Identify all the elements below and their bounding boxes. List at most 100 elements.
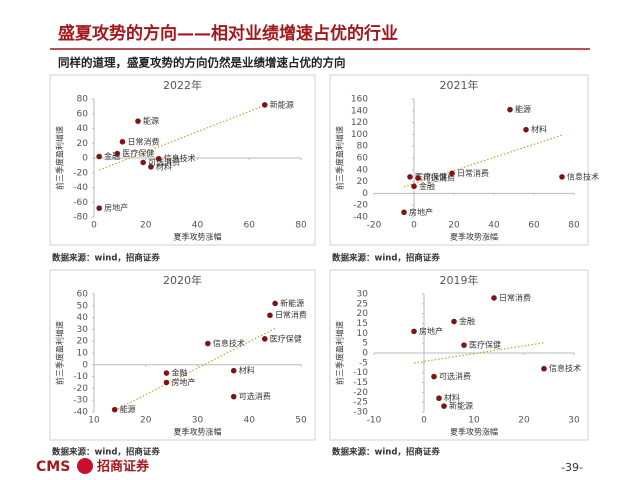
- x-tick-label: -20: [367, 221, 382, 231]
- y-tick-label: 0: [362, 349, 368, 359]
- x-tick-label: 80: [568, 221, 580, 231]
- y-tick-label: 10: [357, 329, 369, 339]
- x-axis-label: 夏季攻势涨幅: [450, 427, 498, 437]
- x-tick-label: 0: [411, 221, 417, 231]
- point-label: 可选消费: [148, 157, 180, 167]
- chart-title: 2022年: [163, 78, 202, 92]
- point: [411, 328, 417, 335]
- y-tick-label: -40: [73, 408, 88, 418]
- y-tick-label: 140: [351, 106, 368, 116]
- point-label: 信息技术: [549, 363, 581, 373]
- y-axis-label: 前三季度盈利增速: [55, 321, 65, 385]
- point: [451, 318, 457, 325]
- point-label: 医疗保健: [270, 333, 302, 343]
- point-label: 材料: [239, 365, 255, 375]
- y-tick-label: -80: [73, 213, 88, 223]
- x-tick-label: 0: [91, 221, 97, 231]
- point: [205, 340, 211, 347]
- x-tick-label: 20: [448, 221, 460, 231]
- point-label: 信息技术: [213, 338, 245, 348]
- point: [436, 395, 442, 402]
- point-label: 新能源: [280, 298, 304, 308]
- point-label: 金融: [419, 181, 435, 191]
- point: [96, 153, 102, 160]
- y-tick-label: -20: [73, 168, 88, 178]
- point-label: 房地产: [409, 207, 433, 217]
- y-tick-label: -25: [353, 398, 368, 408]
- point-label: 能源: [515, 104, 531, 114]
- source-note: 数据来源：wind，招商证券: [332, 447, 440, 458]
- point-label: 可选消费: [439, 371, 471, 381]
- y-tick-label: 20: [357, 309, 369, 319]
- point-label: 房地产: [171, 377, 195, 387]
- x-tick-label: 50: [295, 416, 307, 426]
- point: [461, 342, 467, 348]
- y-tick-label: 80: [357, 142, 369, 152]
- x-tick-label: 30: [192, 416, 204, 426]
- y-tick-label: 30: [77, 325, 89, 335]
- point: [401, 209, 407, 216]
- y-tick-label: -30: [73, 396, 88, 406]
- page-number: -39-: [561, 461, 583, 474]
- x-axis-label: 夏季攻势涨幅: [450, 232, 498, 242]
- point-label: 金融: [171, 368, 187, 378]
- point-label: 日常消费: [457, 168, 489, 178]
- point: [261, 102, 268, 108]
- y-tick-label: 0: [82, 360, 88, 370]
- x-tick-label: 10: [468, 416, 480, 426]
- source-note: 数据来源：wind，招商证券: [52, 447, 160, 458]
- point-label: 日常消费: [275, 310, 307, 320]
- point: [411, 183, 417, 190]
- point-label: 金融: [459, 316, 475, 326]
- point: [559, 174, 565, 180]
- x-tick-label: 80: [295, 221, 307, 231]
- point: [155, 155, 162, 162]
- trend-line: [413, 342, 545, 364]
- y-tick-label: -15: [353, 378, 368, 388]
- point-label: 医疗保健: [415, 171, 447, 181]
- point: [140, 159, 146, 166]
- source-note: 数据来源：wind，招商证券: [52, 253, 160, 264]
- point: [267, 312, 273, 319]
- y-tick-label: -40: [73, 183, 88, 193]
- y-axis-label: 前三季度盈利增速: [335, 126, 345, 190]
- y-tick-label: 0: [362, 189, 368, 199]
- point-label: 材料: [531, 124, 547, 134]
- point: [148, 164, 154, 170]
- point: [111, 406, 118, 413]
- y-tick-label: 60: [77, 290, 89, 300]
- chart-title: 2020年: [163, 273, 202, 287]
- source-note: 数据来源：wind，招商证券: [332, 253, 440, 264]
- point: [119, 138, 126, 145]
- y-tick-label: 20: [77, 337, 89, 347]
- y-tick-label: -30: [353, 408, 368, 418]
- x-tick-label: 20: [518, 416, 530, 426]
- y-tick-label: 40: [77, 313, 89, 323]
- point: [431, 373, 437, 380]
- point: [272, 300, 278, 307]
- chart-title: 2021年: [440, 78, 479, 92]
- point-label: 金融: [104, 151, 120, 161]
- footer-logo-cn: 招商证券: [97, 459, 150, 475]
- y-tick-label: 160: [351, 95, 368, 105]
- y-tick-label: -40: [353, 213, 368, 223]
- point: [415, 175, 421, 181]
- point: [449, 170, 455, 177]
- footer-logo: CMS: [36, 459, 70, 475]
- x-tick-label: 40: [488, 221, 500, 231]
- y-tick-label: -10: [73, 372, 88, 382]
- y-tick-label: 120: [351, 118, 368, 128]
- point: [96, 205, 102, 211]
- y-tick-label: -5: [359, 358, 368, 368]
- y-tick-label: 80: [77, 95, 89, 105]
- point-label: 日常消费: [127, 136, 159, 146]
- point-label: 新能源: [270, 99, 294, 109]
- y-tick-label: 50: [77, 301, 89, 311]
- x-tick-label: 40: [244, 416, 256, 426]
- point-label: 医疗保健: [469, 340, 501, 350]
- chart-title: 2019年: [440, 273, 479, 287]
- x-tick-label: 40: [192, 221, 204, 231]
- x-tick-label: -10: [367, 416, 382, 426]
- y-tick-label: 60: [77, 109, 89, 119]
